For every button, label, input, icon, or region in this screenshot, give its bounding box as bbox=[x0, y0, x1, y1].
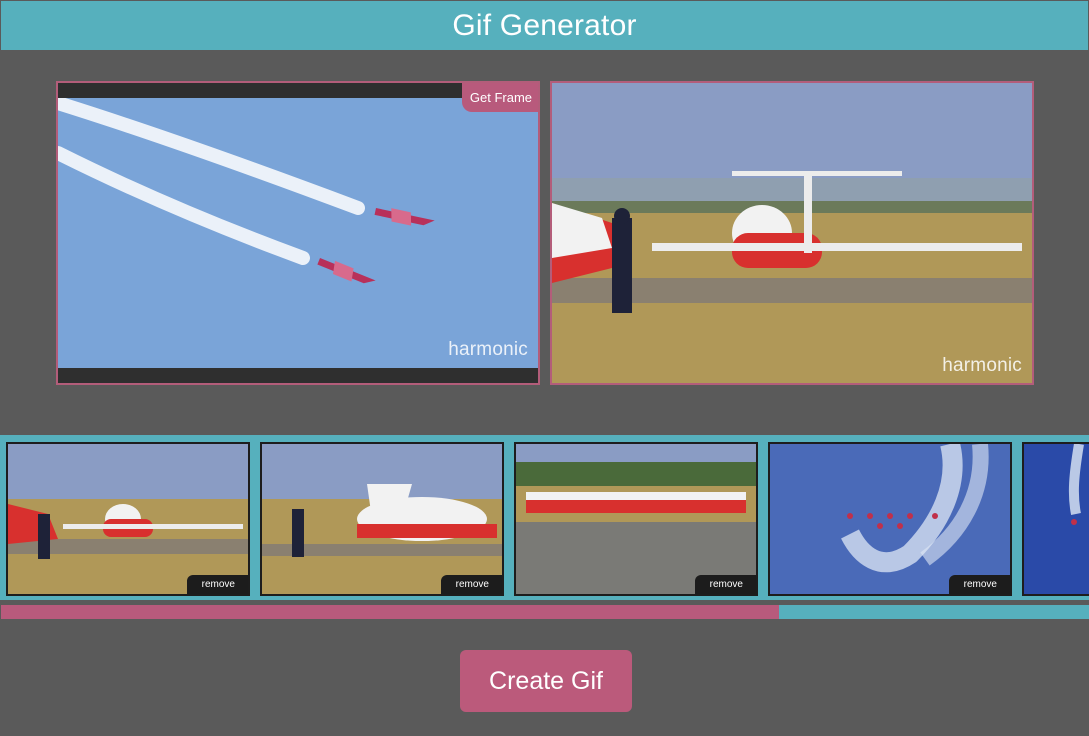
video-preview[interactable]: Get Frame harmonic bbox=[56, 81, 540, 385]
remove-button[interactable]: remove bbox=[440, 575, 502, 594]
thumbnail-image bbox=[770, 444, 1010, 594]
frame-thumbnail[interactable] bbox=[1022, 442, 1089, 596]
thumbnail-image bbox=[516, 444, 756, 594]
harmonic-watermark-right: harmonic bbox=[942, 355, 1022, 376]
frame-thumbnail[interactable]: remove bbox=[514, 442, 758, 596]
thumbnail-image bbox=[8, 444, 248, 594]
get-frame-button[interactable]: Get Frame bbox=[461, 83, 538, 112]
harmonic-watermark: harmonic bbox=[448, 339, 528, 360]
frame-thumbnail[interactable]: remove bbox=[768, 442, 1012, 596]
create-gif-button[interactable]: Create Gif bbox=[460, 650, 632, 712]
video-frame-image bbox=[58, 98, 538, 368]
captured-frame-image bbox=[552, 83, 1032, 383]
frame-thumbnail[interactable]: remove bbox=[260, 442, 504, 596]
progress-fill bbox=[1, 605, 779, 619]
frame-filmstrip[interactable]: remove remove remove bbox=[0, 435, 1089, 600]
thumbnail-image bbox=[262, 444, 502, 594]
frame-thumbnail[interactable]: remove bbox=[6, 442, 250, 596]
thumbnail-image bbox=[1024, 444, 1089, 594]
app-title: Gif Generator bbox=[452, 8, 637, 42]
remove-button[interactable]: remove bbox=[694, 575, 756, 594]
remove-button[interactable]: remove bbox=[186, 575, 248, 594]
capture-progress-bar bbox=[1, 605, 1089, 619]
app-header: Gif Generator bbox=[1, 1, 1088, 50]
captured-frame: harmonic bbox=[550, 81, 1034, 385]
remove-button[interactable]: remove bbox=[948, 575, 1010, 594]
